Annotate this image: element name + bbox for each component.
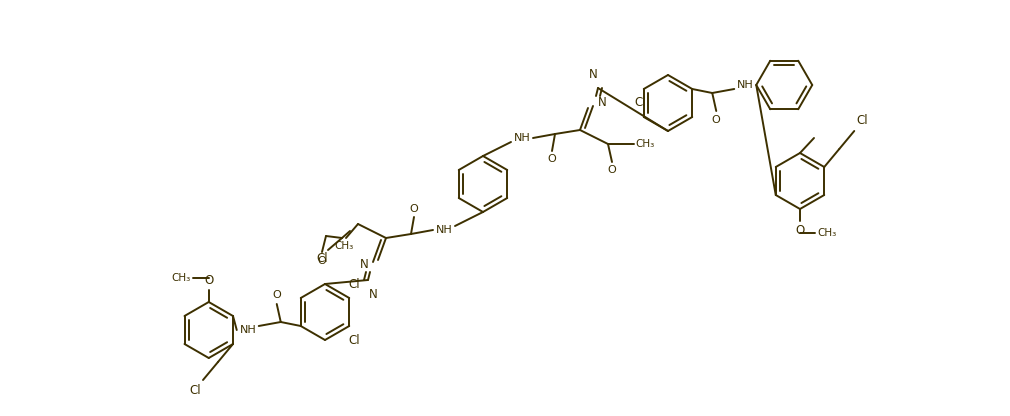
Text: Cl: Cl [189, 384, 201, 396]
Text: O: O [317, 256, 326, 266]
Text: NH: NH [435, 225, 452, 235]
Text: N: N [589, 67, 597, 81]
Text: CH₃: CH₃ [334, 241, 353, 251]
Text: CH₃: CH₃ [171, 273, 190, 283]
Text: NH: NH [514, 133, 530, 143]
Text: Cl: Cl [316, 252, 328, 265]
Text: O: O [410, 204, 418, 214]
Text: N: N [360, 258, 369, 272]
Text: O: O [204, 273, 213, 287]
Text: O: O [608, 165, 616, 175]
Text: O: O [796, 225, 805, 238]
Text: O: O [712, 115, 720, 125]
Text: NH: NH [239, 325, 257, 335]
Text: Cl: Cl [348, 277, 360, 290]
Text: N: N [598, 97, 606, 109]
Text: Cl: Cl [634, 97, 645, 109]
Text: CH₃: CH₃ [635, 139, 654, 149]
Text: N: N [369, 287, 378, 300]
Text: O: O [273, 290, 281, 300]
Text: CH₃: CH₃ [817, 228, 836, 238]
Text: Cl: Cl [856, 114, 868, 127]
Text: O: O [547, 154, 557, 164]
Text: NH: NH [737, 80, 753, 90]
Text: Cl: Cl [348, 334, 360, 347]
